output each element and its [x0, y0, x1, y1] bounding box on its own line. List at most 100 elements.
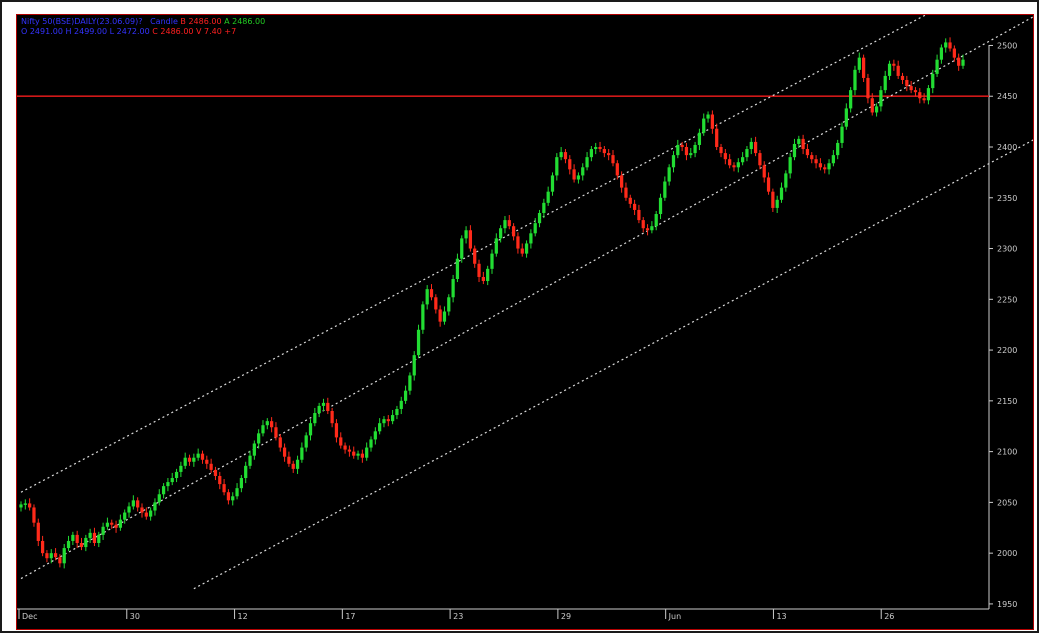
candle-body — [127, 506, 131, 513]
candle-body — [174, 471, 179, 479]
candle-body — [715, 128, 719, 147]
candle-body — [101, 526, 105, 535]
candle-body — [818, 163, 823, 168]
candle-body — [883, 75, 887, 91]
candle-body — [261, 425, 265, 434]
candle-body — [671, 155, 676, 168]
candle-body — [295, 459, 300, 469]
candle-body — [753, 141, 758, 154]
candle-body — [442, 311, 447, 322]
candle-body — [702, 118, 706, 133]
candle-body — [166, 482, 170, 487]
candle-body — [416, 329, 421, 356]
candle-body — [481, 276, 485, 282]
chart-mode-label: Candle — [150, 17, 178, 26]
candle-body — [771, 191, 775, 208]
channel-line-upper — [20, 15, 927, 493]
candle-body — [697, 132, 702, 145]
candle-body — [408, 375, 412, 391]
candle-body — [110, 522, 114, 525]
candle-body — [62, 548, 66, 564]
candle-body — [922, 98, 926, 101]
candle-body — [248, 455, 252, 466]
candle-body — [663, 181, 667, 198]
candle-body — [836, 142, 840, 156]
candle-body — [879, 90, 883, 107]
candle-body — [373, 431, 377, 440]
candle-body — [797, 138, 801, 144]
candle-body — [762, 165, 766, 178]
candle-body — [952, 48, 956, 58]
candle-body — [641, 220, 645, 229]
candle-body — [503, 220, 507, 229]
channel-line-lower — [193, 139, 1033, 590]
candle-body — [801, 138, 805, 150]
candle-body — [931, 73, 935, 89]
x-tick-label: 12 — [238, 612, 248, 621]
candle-body — [546, 191, 550, 203]
candle-body — [179, 465, 183, 472]
candle-body — [887, 63, 892, 76]
candle-body — [853, 69, 857, 91]
candle-body — [511, 226, 516, 237]
y-tick-label: 2500 — [997, 41, 1017, 50]
header-line-1: Nifty 50(BSE)DAILY(23.06.09)? Candle B 2… — [21, 17, 265, 26]
candle-body — [153, 502, 157, 511]
candle-body — [192, 457, 196, 462]
y-tick-label: 1950 — [997, 600, 1017, 609]
candle-body — [913, 90, 918, 93]
candle-body — [270, 421, 274, 428]
ohl-values: O 2491.00 H 2499.00 L 2472.00 — [21, 27, 150, 36]
candle-body — [239, 478, 243, 489]
candle-body — [723, 153, 727, 160]
y-tick-label: 2400 — [997, 143, 1017, 152]
candle-body — [421, 304, 425, 330]
price-chart[interactable]: 1950 2000 2050 2100 2150 2200 2250 2300 2350 2400… — [17, 15, 1033, 629]
candle-body — [827, 163, 831, 170]
candle-body — [632, 203, 637, 210]
candle-body — [360, 453, 364, 458]
candle-body — [36, 522, 40, 541]
candle-body — [944, 42, 948, 48]
candle-body — [40, 540, 45, 554]
candle-body — [550, 175, 555, 192]
x-tick-label: Dec — [22, 612, 37, 621]
candle-body — [447, 297, 451, 312]
x-tick-label: 30 — [130, 612, 140, 621]
y-tick-label: 2350 — [997, 194, 1017, 203]
candle-body — [308, 423, 313, 436]
candle-body — [365, 447, 369, 458]
candle-body — [84, 537, 88, 548]
candle-body — [265, 421, 269, 426]
candle-body — [213, 469, 218, 476]
candle-body — [369, 439, 373, 448]
candle-body — [66, 540, 71, 549]
candle-body — [563, 152, 568, 160]
candle-body — [326, 402, 330, 411]
candle-body — [645, 228, 650, 231]
candle-body — [222, 484, 226, 493]
candle-body — [905, 79, 909, 87]
candle-body — [282, 447, 287, 457]
candle-body — [386, 419, 390, 422]
candle-body — [205, 459, 209, 464]
candle-body — [183, 457, 187, 466]
candle-body — [555, 157, 559, 176]
candle-body — [948, 42, 952, 49]
candle-body — [490, 253, 494, 269]
candle-body — [356, 453, 360, 456]
close-volume-values: C 2486.00 V 7.40 +7 — [152, 27, 237, 36]
candle-body — [805, 149, 810, 156]
candle-body — [559, 152, 563, 158]
candle-body — [745, 149, 749, 158]
symbol-label: Nifty 50(BSE)DAILY(23.06.09)? — [21, 17, 143, 26]
candle-body — [53, 553, 58, 558]
candle-body — [382, 419, 386, 424]
candle-body — [658, 197, 663, 215]
candle-body — [874, 106, 879, 113]
candle-body — [244, 465, 248, 479]
candle-body — [170, 478, 174, 483]
candle-body — [611, 155, 615, 164]
candle-body — [157, 494, 161, 503]
bid-price: B 2486.00 — [180, 17, 222, 26]
